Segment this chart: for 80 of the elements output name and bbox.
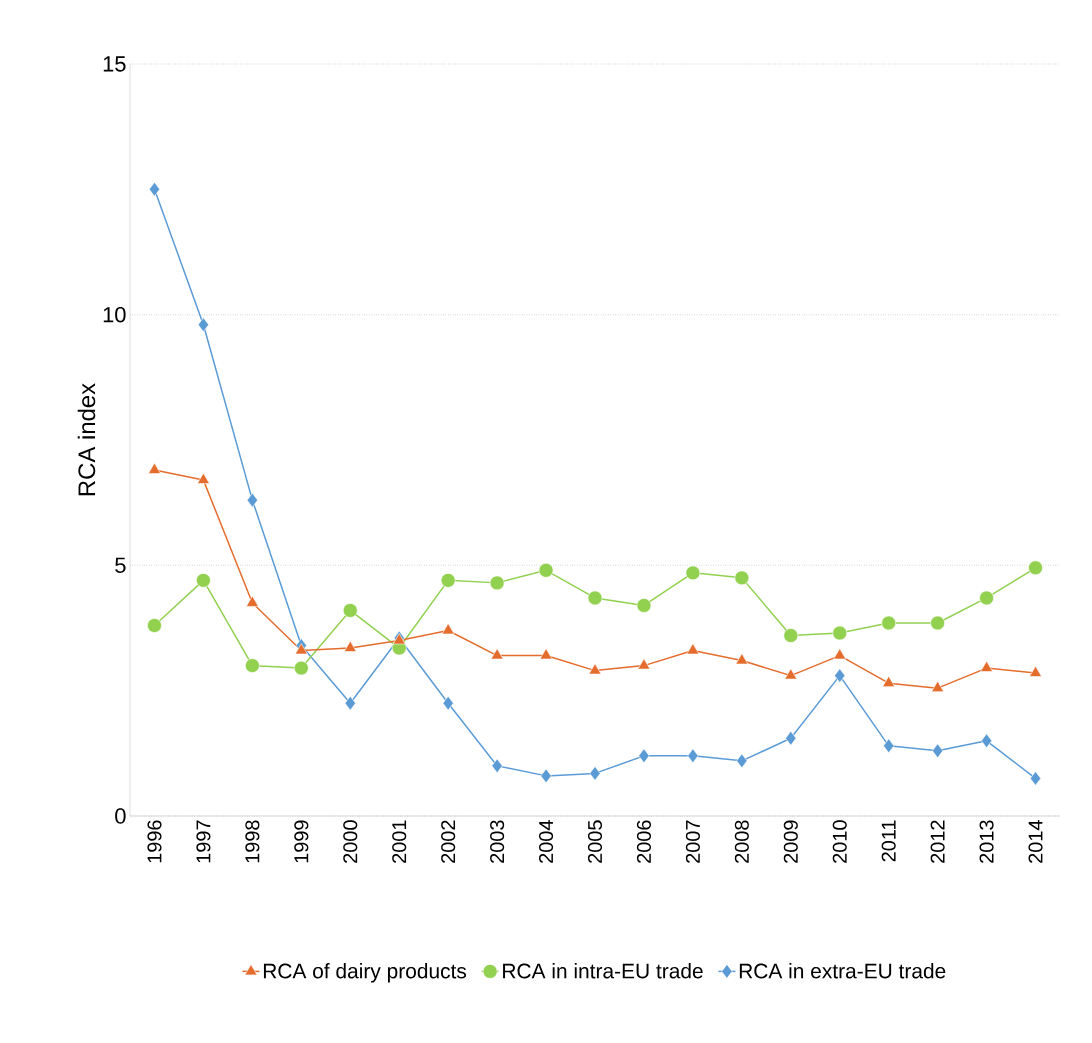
point	[686, 643, 700, 655]
point	[833, 648, 847, 660]
point	[587, 590, 603, 606]
point	[197, 317, 209, 332]
x-tick-label: 2012	[930, 820, 945, 863]
y-tick-label: 5	[115, 557, 126, 573]
point	[1029, 665, 1042, 677]
point	[980, 660, 993, 672]
point	[736, 753, 748, 769]
point	[148, 462, 161, 474]
x-tick-label: 2001	[392, 820, 407, 863]
x-tick-label: 2008	[734, 820, 749, 863]
point	[491, 758, 503, 774]
point	[197, 472, 210, 484]
x-tick-label: 1997	[196, 820, 211, 863]
x-tick-label: 2004	[539, 820, 554, 863]
point	[785, 731, 797, 746]
point	[932, 743, 944, 759]
x-tick-label: 2010	[832, 820, 847, 863]
point	[245, 658, 260, 673]
point	[734, 570, 750, 586]
point	[589, 766, 601, 781]
x-tick-label: 2009	[783, 820, 798, 863]
point	[883, 738, 895, 754]
point	[342, 603, 358, 618]
y-tick-label: 0	[115, 808, 126, 824]
point	[441, 623, 455, 635]
point	[489, 575, 505, 591]
x-tick-label: 2005	[587, 820, 603, 863]
point	[784, 668, 798, 680]
point	[930, 615, 945, 631]
point	[735, 653, 749, 665]
point	[294, 660, 309, 676]
x-tick-label: 2014	[1028, 820, 1043, 863]
y-axis-title: RCA index	[77, 383, 96, 496]
x-tick-label: 2007	[685, 820, 700, 863]
x-tick-label: 1999	[294, 820, 309, 863]
legend-label: RCA in intra-EU trade	[503, 963, 703, 979]
point	[540, 768, 552, 784]
point	[148, 182, 161, 197]
point	[638, 748, 650, 764]
point	[539, 648, 553, 660]
point	[440, 573, 456, 588]
point	[246, 595, 259, 607]
point	[636, 598, 652, 613]
point	[1028, 560, 1043, 576]
point	[979, 590, 994, 606]
point	[687, 748, 699, 764]
x-tick-label: 1998	[245, 820, 260, 863]
x-tick-label: 2003	[490, 820, 505, 863]
point	[442, 695, 454, 711]
point	[344, 695, 356, 711]
legend-label: RCA in extra-EU trade	[739, 963, 946, 979]
point	[881, 615, 896, 631]
point	[490, 648, 504, 660]
x-tick-label: 2006	[636, 820, 651, 863]
point	[685, 565, 701, 581]
point	[147, 618, 162, 633]
y-tick-label: 10	[103, 306, 126, 323]
point	[783, 628, 799, 643]
x-tick-label: 2013	[979, 820, 994, 863]
point	[343, 640, 357, 652]
point	[588, 663, 602, 675]
point	[1030, 771, 1042, 786]
x-tick-label: 2000	[343, 820, 358, 863]
x-tick-label: 2011	[881, 820, 896, 862]
point	[931, 680, 944, 692]
x-tick-label: 1996	[147, 820, 162, 863]
point	[246, 492, 258, 508]
point	[832, 625, 848, 641]
point	[294, 643, 308, 655]
point	[637, 658, 651, 670]
y-tick-label: 15	[103, 56, 126, 72]
point	[981, 733, 993, 749]
point	[538, 563, 554, 578]
x-tick-label: 2002	[441, 820, 456, 863]
point	[834, 668, 846, 683]
point	[882, 675, 896, 687]
legend-label: RCA of dairy products	[263, 963, 467, 983]
point	[196, 573, 211, 588]
